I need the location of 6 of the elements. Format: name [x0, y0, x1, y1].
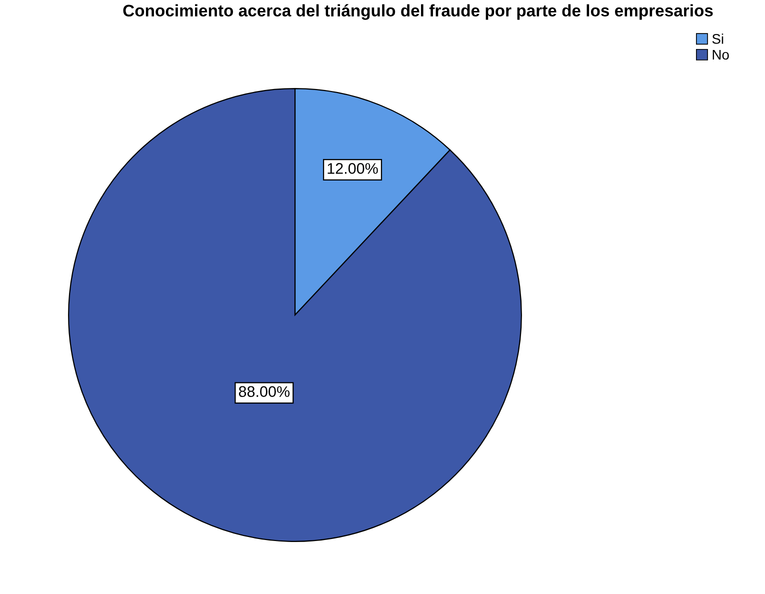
legend-label: Si — [712, 34, 724, 44]
data-label: 88.00% — [238, 386, 290, 397]
pie-slice — [68, 88, 522, 542]
chart-title: Conocimiento acerca del triángulo del fraude por parte de los empresarios — [123, 4, 713, 20]
data-label: 12.00% — [328, 163, 378, 174]
legend-label: No — [712, 50, 729, 60]
